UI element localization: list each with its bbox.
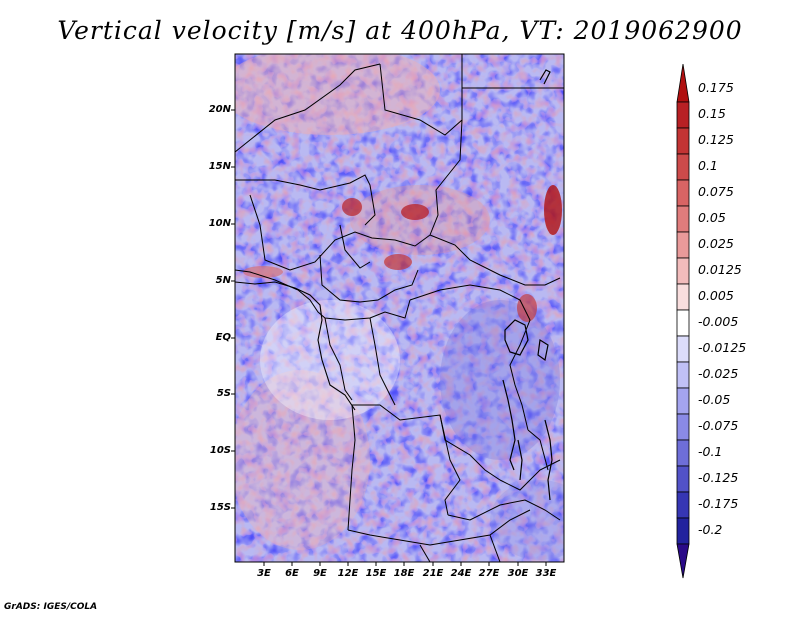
colorbar-segment <box>676 153 690 181</box>
axis-ticks <box>231 109 547 566</box>
field-texture <box>235 54 564 562</box>
colorbar-label: 0.075 <box>698 184 734 199</box>
positive-region <box>235 370 370 550</box>
x-tick-label: 3E <box>257 568 271 579</box>
y-tick-label: 10S <box>209 445 231 456</box>
y-tick-label: EQ <box>215 332 231 343</box>
colorbar-label: 0.1 <box>698 158 718 173</box>
colorbar-segment <box>676 309 690 337</box>
colorbar-segment <box>676 387 690 415</box>
colorbar-label: -0.2 <box>698 522 723 537</box>
colorbar-segment <box>676 465 690 493</box>
map-frame <box>234 53 565 563</box>
colorbar-label: -0.005 <box>698 314 739 329</box>
colorbar-label: 0.15 <box>698 106 726 121</box>
x-tick-label: 15E <box>365 568 387 579</box>
colorbar-segment <box>676 231 690 259</box>
colorbar-segment <box>676 63 690 103</box>
colorbar-segment <box>676 543 690 579</box>
colorbar-segment <box>676 127 690 155</box>
updraft-core <box>243 266 283 278</box>
map-title: Vertical velocity [m/s] at 400hPa, VT: 2… <box>57 16 743 45</box>
x-tick-label: 24E <box>450 568 472 579</box>
y-tick-label: 5S <box>216 388 231 399</box>
colorbar-label: -0.05 <box>698 392 731 407</box>
positive-region <box>350 185 490 255</box>
colorbar <box>676 63 690 579</box>
colorbar-segment <box>676 439 690 467</box>
x-tick-label: 33E <box>535 568 557 579</box>
colorbar-segment <box>676 413 690 441</box>
colorbar-label: 0.0125 <box>698 262 742 277</box>
colorbar-label: 0.025 <box>698 236 734 251</box>
colorbar-label: 0.175 <box>698 80 734 95</box>
x-tick-label: 30E <box>507 568 529 579</box>
grads-credit: GrADS: IGES/COLA <box>4 602 98 612</box>
x-tick-label: 18E <box>393 568 415 579</box>
y-tick-label: 10N <box>208 218 231 229</box>
colorbar-segment <box>676 517 690 545</box>
map-field <box>235 54 564 562</box>
updraft-core <box>544 185 562 235</box>
colorbar-segment <box>676 361 690 389</box>
colorbar-label: 0.005 <box>698 288 734 303</box>
colorbar-label: -0.1 <box>698 444 723 459</box>
borders <box>235 54 564 562</box>
y-tick-label: 5N <box>215 275 231 286</box>
y-tick-label: 15S <box>209 502 231 513</box>
colorbar-label: -0.125 <box>698 470 739 485</box>
colorbar-label: -0.025 <box>698 366 739 381</box>
colorbar-segment <box>676 335 690 363</box>
positive-region <box>235 54 440 135</box>
negative-region <box>490 480 564 560</box>
colorbar-label: -0.175 <box>698 496 739 511</box>
updraft-core <box>384 254 412 270</box>
updraft-core <box>342 198 362 216</box>
colorbar-segment <box>676 283 690 311</box>
y-tick-label: 20N <box>208 104 231 115</box>
y-tick-label: 15N <box>208 161 231 172</box>
updraft-core <box>401 204 429 220</box>
colorbar-segment <box>676 205 690 233</box>
colorbar-segment <box>676 257 690 285</box>
negative-region <box>440 300 560 460</box>
updraft-core <box>517 294 537 322</box>
colorbar-segment <box>676 179 690 207</box>
x-tick-label: 9E <box>313 568 327 579</box>
colorbar-label: -0.075 <box>698 418 739 433</box>
colorbar-label: -0.0125 <box>698 340 747 355</box>
colorbar-label: 0.125 <box>698 132 734 147</box>
coastline <box>235 281 356 411</box>
near-zero-region <box>260 300 400 420</box>
colorbar-segment <box>676 491 690 519</box>
x-tick-label: 6E <box>285 568 299 579</box>
x-tick-label: 27E <box>478 568 500 579</box>
x-tick-label: 12E <box>337 568 359 579</box>
lakes <box>502 69 553 501</box>
colorbar-segment <box>676 101 690 129</box>
colorbar-label: 0.05 <box>698 210 726 225</box>
x-tick-label: 21E <box>422 568 444 579</box>
